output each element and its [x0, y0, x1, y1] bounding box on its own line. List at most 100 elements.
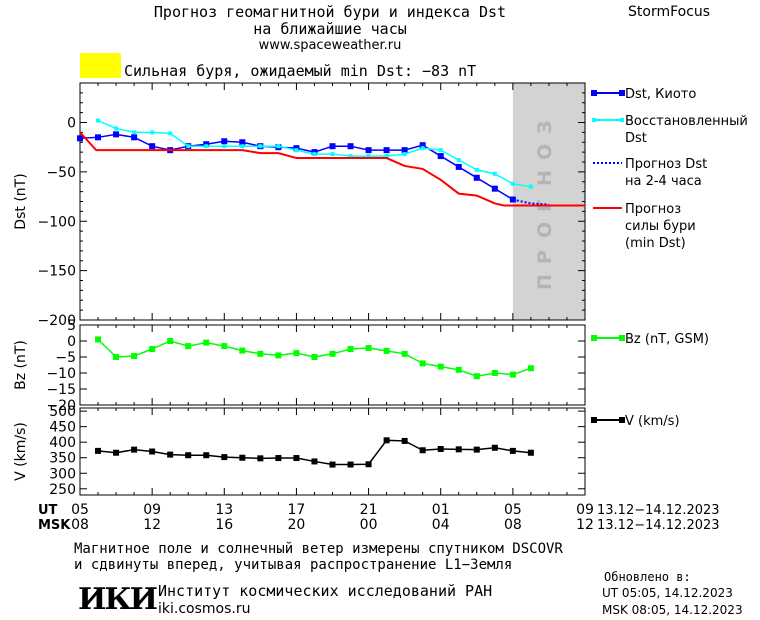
y-tick-label: −100 [38, 214, 76, 230]
dst-kyoto-point [239, 139, 246, 146]
msk-tick-label: 12 [576, 517, 594, 533]
ut-tick-label: 17 [288, 502, 306, 518]
institute-name: Институт космических исследований РАН [158, 582, 493, 600]
msk-tick-label: 04 [432, 517, 450, 533]
bz-point [329, 350, 336, 357]
dst-restored-point [204, 144, 209, 149]
y-tick-label: −5 [55, 350, 76, 366]
plot-frame [79, 82, 586, 321]
y-tick-label: 450 [49, 420, 76, 436]
ut-date-range: 13.12−14.12.2023 [597, 503, 720, 518]
dst-restored-point [510, 181, 515, 186]
dst-restored-point [168, 131, 173, 136]
dst-kyoto-point [473, 174, 480, 181]
forecast-zone-letter: О [534, 222, 556, 238]
dst-kyoto-point [383, 147, 390, 154]
solar-wind-v-point [311, 458, 318, 465]
legend-dst-forecast-label: на 2-4 часа [625, 174, 702, 189]
chart-title-line1: Прогноз геомагнитной бури и индекса Dst [153, 3, 507, 21]
y-tick-label: 0 [67, 116, 76, 132]
dst-restored-point [312, 152, 317, 157]
bz-point [383, 347, 390, 354]
solar-wind-v-point [491, 444, 498, 451]
plot-frame [79, 324, 586, 406]
brand-name: StormFocus [628, 4, 711, 20]
y-tick-label: −200 [38, 313, 76, 329]
solar-wind-v-point [185, 452, 192, 459]
dst-kyoto-point [347, 143, 354, 150]
dst-restored-point [348, 154, 353, 159]
bz-point [239, 347, 246, 354]
bz-point [113, 354, 120, 360]
solar-wind-v-point [509, 447, 516, 454]
bz-point [95, 336, 102, 343]
msk-tick-label: 12 [143, 517, 161, 533]
msk-tick-label: 08 [504, 517, 522, 533]
bz-point [311, 354, 318, 360]
solar-wind-v-point [113, 449, 120, 456]
y-axis-label: V (km/s) [13, 422, 29, 481]
dst-kyoto-point [221, 138, 228, 145]
dst-restored-point [492, 171, 497, 176]
dst-kyoto-line [79, 133, 514, 201]
dst-restored-point [96, 118, 101, 123]
legend-dst-kyoto-label: Dst, Киото [625, 87, 696, 102]
storm-banner-text: Сильная буря, ожидаемый min Dst: −83 nT [124, 62, 477, 80]
solar-wind-v-point [401, 437, 408, 444]
solar-wind-v-point [419, 447, 426, 454]
dst-kyoto-point [491, 185, 498, 192]
bz-point [275, 352, 282, 359]
forecast-zone-letter: Н [534, 170, 556, 186]
legend-v-marker [591, 417, 597, 423]
solar-wind-v-point [239, 454, 246, 461]
updated-msk: MSK 08:05, 14.12.2023 [602, 603, 743, 617]
msk-axis-label: MSK [38, 518, 71, 533]
solar-wind-v-point [131, 446, 138, 453]
ut-tick-label: 01 [432, 502, 450, 518]
bz-point [509, 371, 516, 378]
iki-logo[interactable]: ИКИ [78, 582, 158, 617]
bz-point [131, 353, 138, 360]
forecast-zone-letter: З [534, 121, 556, 135]
legend-v-marker [619, 417, 625, 423]
dst-restored-point [294, 148, 299, 153]
ut-tick-label: 09 [576, 502, 594, 518]
legend-storm-forecast-label: (min Dst) [625, 236, 686, 251]
legend-bz-marker [591, 335, 597, 341]
dst-kyoto-point [401, 147, 408, 154]
dst-restored-point [330, 152, 335, 157]
dst-restored-point [258, 144, 263, 149]
y-tick-label: 350 [49, 451, 76, 467]
bz-point [257, 350, 264, 357]
storm-level-swatch [80, 53, 121, 78]
y-tick-label: 500 [49, 404, 76, 420]
dst-kyoto-point [455, 163, 462, 170]
bz-point [149, 346, 156, 352]
bz-point [473, 373, 480, 380]
institute-site[interactable]: iki.cosmos.ru [158, 601, 251, 617]
dst-restored-point [114, 126, 119, 131]
y-tick-label: −15 [46, 382, 76, 398]
footer-note-line2: и сдвинуты вперед, учитывая распростране… [74, 557, 513, 573]
solar-wind-v-point [257, 455, 264, 462]
site-url[interactable]: www.spaceweather.ru [258, 38, 402, 53]
dst-kyoto-point [329, 143, 336, 150]
y-tick-label: 0 [67, 334, 76, 350]
solar-wind-v-point [437, 446, 444, 453]
dst-kyoto-point [419, 142, 426, 149]
y-tick-label: 400 [49, 435, 76, 451]
dst-kyoto-point [77, 135, 83, 142]
ut-axis-label: UT [38, 503, 58, 518]
bz-point [203, 339, 210, 346]
bz-point [347, 346, 354, 352]
storm-forecast-line [79, 131, 585, 207]
solar-wind-v-point [221, 454, 228, 461]
legend-dst-forecast-label: Прогноз Dst [625, 157, 707, 172]
legend-bz-label: Bz (nT, GSM) [625, 332, 709, 347]
msk-tick-label: 16 [215, 517, 233, 533]
solar-wind-v-point [95, 447, 102, 454]
bz-point [365, 345, 372, 352]
solar-wind-v-point [455, 446, 462, 453]
bz-point [185, 343, 192, 350]
y-tick-label: −20 [46, 398, 76, 414]
